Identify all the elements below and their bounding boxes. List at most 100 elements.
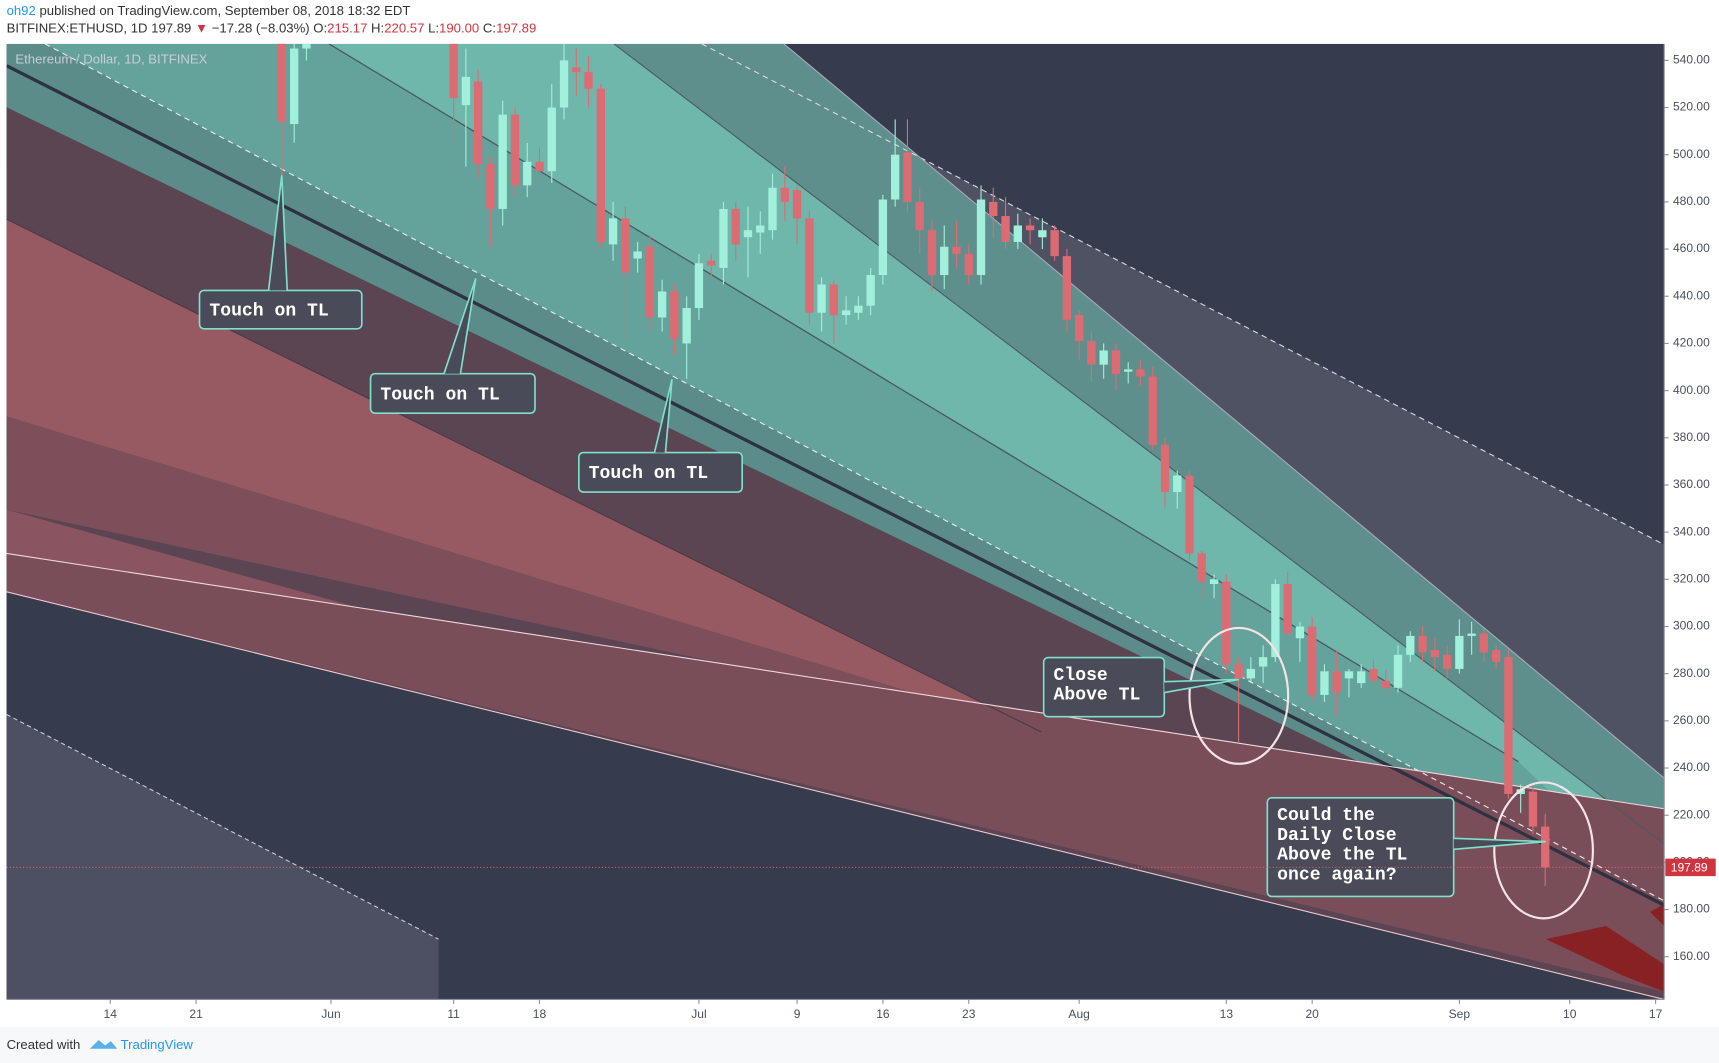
candle-body — [461, 76, 471, 106]
candle-body — [1295, 626, 1305, 639]
candle-body — [621, 218, 630, 273]
annotation-text: Touch on TL — [589, 464, 708, 484]
o-value: 215.17 — [327, 21, 367, 36]
brand[interactable]: TradingView — [121, 1037, 194, 1052]
candle-body — [1001, 216, 1010, 242]
x-tick-label: 21 — [189, 1007, 203, 1021]
annotation-pointer — [1453, 837, 1546, 851]
x-tick-label: 18 — [533, 1007, 547, 1021]
x-tick-label: 10 — [1563, 1007, 1577, 1021]
highlight-circle — [1188, 626, 1290, 765]
candle-body — [510, 114, 520, 186]
candle-body — [1258, 657, 1268, 667]
x-tick-label: 23 — [962, 1007, 976, 1021]
y-tick-label: 480.00 — [1673, 194, 1710, 208]
annotation-text: once again? — [1277, 865, 1396, 885]
candle-body — [1185, 475, 1194, 554]
candle-body — [1442, 654, 1452, 669]
y-tick-label: 460.00 — [1673, 241, 1710, 255]
candle-body — [559, 60, 569, 108]
candle-body — [1308, 626, 1317, 695]
y-tick-label: 540.00 — [1673, 53, 1710, 67]
candle-body — [1087, 341, 1096, 365]
x-tick-label: 17 — [1649, 1007, 1663, 1021]
c-value: 197.89 — [496, 21, 536, 36]
candle-body — [964, 253, 973, 276]
candle-body — [584, 72, 593, 89]
candle-body — [694, 263, 704, 309]
candle-body — [805, 218, 814, 313]
annotation-text: Daily Close — [1277, 826, 1396, 846]
last: 197.89 — [151, 21, 191, 36]
candle-body — [1111, 350, 1121, 375]
y-tick-label: 500.00 — [1673, 147, 1710, 161]
candle-body — [1320, 671, 1329, 695]
symbol: BITFINEX:ETHUSD, 1D — [7, 21, 148, 36]
candle-body — [756, 225, 765, 233]
candle-body — [1479, 633, 1489, 653]
created-with: Created with — [7, 1037, 81, 1052]
candle-body — [596, 88, 605, 242]
annotation-text: Above the TL — [1277, 846, 1407, 866]
candle-body — [1209, 579, 1219, 585]
c: C: — [483, 21, 496, 36]
header-line: oh92 published on TradingView.com, Septe… — [7, 4, 411, 19]
published: published on TradingView.com, September … — [36, 4, 411, 19]
candle-body — [302, 43, 311, 49]
x-tick-label: Sep — [1449, 1007, 1471, 1021]
y-tick-label: 220.00 — [1673, 807, 1710, 821]
candle-body — [523, 161, 532, 186]
candle-body — [829, 284, 839, 316]
candle-body — [608, 218, 618, 245]
o: O: — [313, 21, 327, 36]
author[interactable]: oh92 — [7, 4, 36, 19]
annotation-pointer — [267, 175, 289, 291]
x-tick-label: 16 — [876, 1007, 890, 1021]
candle-body — [952, 246, 961, 254]
candle-body — [1050, 230, 1059, 257]
candle-body — [866, 275, 875, 306]
x-tick-label: Jun — [321, 1007, 340, 1021]
candle-body — [1406, 635, 1415, 655]
y-tick-label: 440.00 — [1673, 288, 1710, 302]
y-tick-label: 380.00 — [1673, 430, 1710, 444]
h: H: — [371, 21, 384, 36]
candle-body — [1332, 671, 1341, 693]
annotation-text: Touch on TL — [209, 301, 328, 321]
candle-body — [1025, 225, 1035, 231]
x-tick-label: 13 — [1220, 1007, 1234, 1021]
candle-body — [1491, 650, 1501, 662]
candle-body — [1074, 315, 1084, 342]
candle-body — [290, 48, 299, 125]
candle-body — [976, 199, 986, 276]
x-tick-label: 9 — [794, 1007, 801, 1021]
candle-body — [486, 164, 495, 209]
x-tick-label: 20 — [1305, 1007, 1319, 1021]
candle-body — [1099, 350, 1108, 365]
candle-body — [1528, 791, 1538, 827]
candle-body — [1283, 584, 1292, 634]
y-tick-label: 240.00 — [1673, 760, 1710, 774]
candle-body — [535, 161, 544, 172]
candle-body — [277, 43, 287, 122]
candle-body — [989, 201, 998, 217]
candle-body — [670, 291, 679, 339]
candle-body — [1381, 680, 1390, 688]
candle-body — [841, 310, 851, 316]
annotation-text: Close — [1054, 666, 1108, 686]
candle-body — [915, 201, 924, 231]
candle-body — [1136, 369, 1145, 377]
candle-body — [792, 190, 802, 219]
candle-body — [1393, 654, 1403, 688]
annotation-text: Could the — [1277, 806, 1375, 826]
candle-body — [780, 187, 789, 202]
logo[interactable] — [89, 1039, 118, 1049]
candle-body — [1516, 789, 1525, 794]
candle-body — [645, 246, 655, 318]
chart-title: Ethereum / Dollar, 1D, BITFINEX — [15, 52, 207, 67]
h-value: 220.57 — [384, 21, 424, 36]
candle-body — [768, 187, 777, 231]
candle-body — [719, 208, 728, 268]
candle-body — [1467, 633, 1476, 636]
